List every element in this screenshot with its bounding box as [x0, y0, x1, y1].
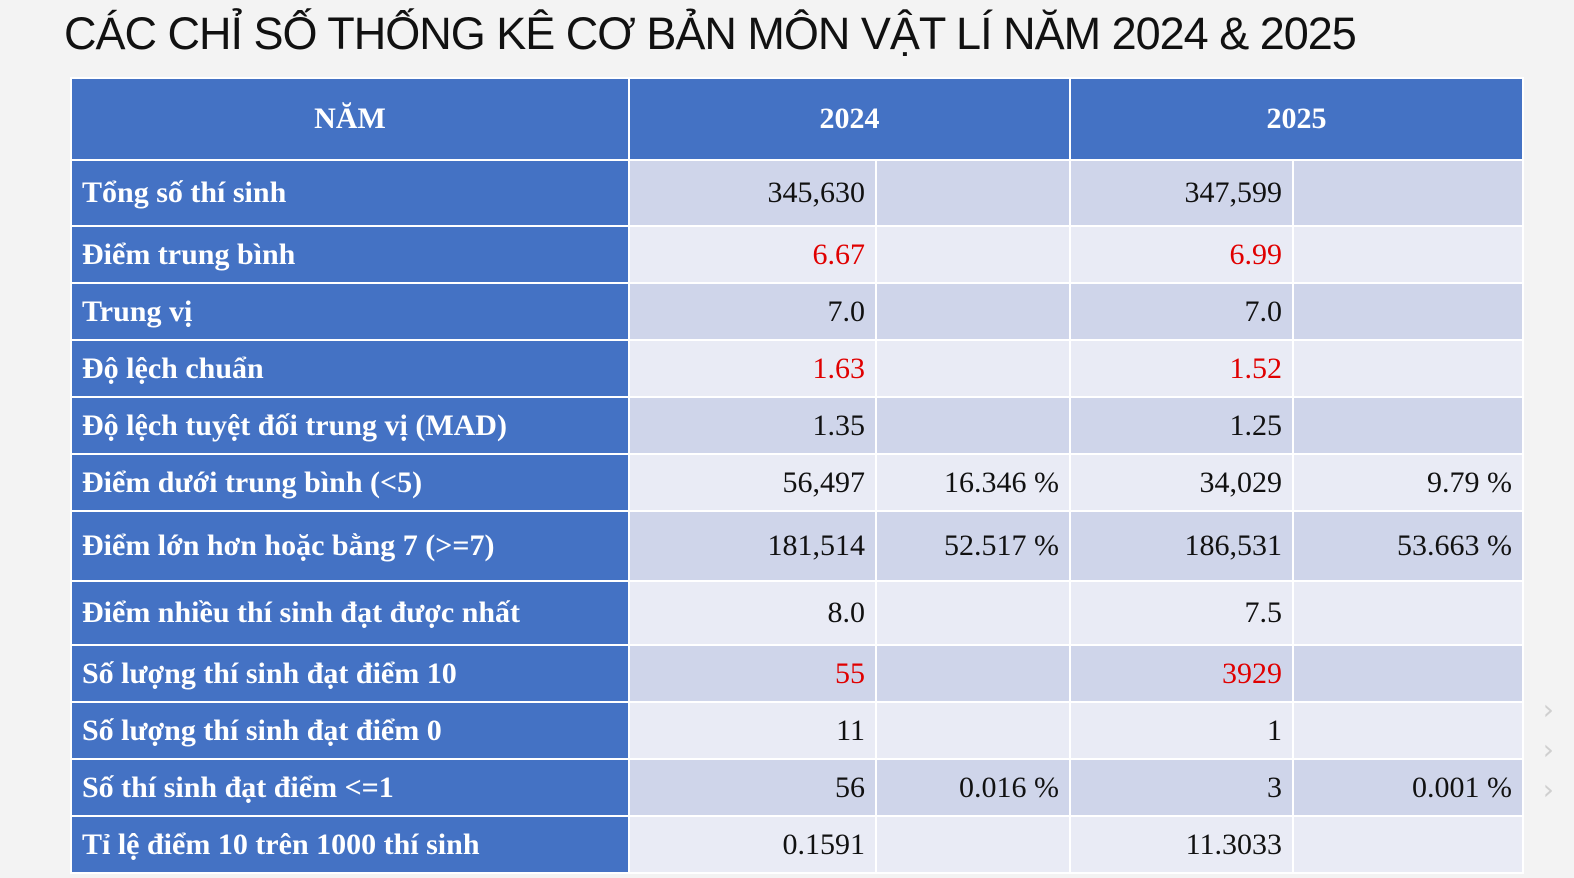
percent-2025 [1292, 580, 1524, 646]
percent-2024 [875, 159, 1071, 227]
percent-2025 [1292, 701, 1524, 760]
percent-2025 [1292, 815, 1524, 874]
percent-2024 [875, 282, 1071, 341]
table-row: Độ lệch tuyệt đối trung vị (MAD) 1.35 1.25 [70, 396, 1524, 455]
value-2024: 1.35 [628, 396, 877, 455]
value-2025: 3 [1069, 758, 1294, 817]
page-title: CÁC CHỈ SỐ THỐNG KÊ CƠ BẢN MÔN VẬT LÍ NĂ… [64, 8, 1357, 59]
percent-2025: 9.79 % [1292, 453, 1524, 512]
value-2024: 56,497 [628, 453, 877, 512]
value-2024: 345,630 [628, 159, 877, 227]
percent-2025 [1292, 339, 1524, 398]
percent-2025 [1292, 396, 1524, 455]
row-label: Độ lệch tuyệt đối trung vị (MAD) [70, 396, 630, 455]
row-label: Tỉ lệ điểm 10 trên 1000 thí sinh [70, 815, 630, 874]
percent-2024 [875, 225, 1071, 284]
table-row: Số lượng thí sinh đạt điểm 0 11 1 [70, 701, 1524, 760]
value-2025: 1.25 [1069, 396, 1294, 455]
percent-2024: 0.016 % [875, 758, 1071, 817]
percent-2024: 52.517 % [875, 510, 1071, 582]
decorative-chevrons: › › › [1542, 693, 1554, 806]
table-row: Điểm lớn hơn hoặc bằng 7 (>=7) 181,514 52.… [70, 510, 1524, 582]
percent-2024 [875, 396, 1071, 455]
percent-2025 [1292, 225, 1524, 284]
table-row: Độ lệch chuẩn 1.63 1.52 [70, 339, 1524, 398]
statistics-table: NĂM 2024 2025 Tổng số thí sinh 345,630 347… [70, 77, 1524, 874]
table-row: Số lượng thí sinh đạt điểm 10 55 3929 [70, 644, 1524, 703]
table-row: Số thí sinh đạt điểm <=1 56 0.016 % 3 0.001 … [70, 758, 1524, 817]
percent-2024 [875, 644, 1071, 703]
percent-2024 [875, 339, 1071, 398]
percent-2024 [875, 815, 1071, 874]
percent-2025 [1292, 644, 1524, 703]
row-label: Điểm dưới trung bình (<5) [70, 453, 630, 512]
row-label: Điểm trung bình [70, 225, 630, 284]
percent-2024 [875, 701, 1071, 760]
value-2024: 7.0 [628, 282, 877, 341]
value-2025: 1.52 [1069, 339, 1294, 398]
percent-2025: 0.001 % [1292, 758, 1524, 817]
value-2025: 6.99 [1069, 225, 1294, 284]
value-2024: 56 [628, 758, 877, 817]
header-year-label: NĂM [70, 77, 630, 161]
percent-2025 [1292, 159, 1524, 227]
value-2024: 1.63 [628, 339, 877, 398]
header-year-2025: 2025 [1069, 77, 1524, 161]
table-row: Tỉ lệ điểm 10 trên 1000 thí sinh 0.1591 11… [70, 815, 1524, 874]
value-2025: 3929 [1069, 644, 1294, 703]
row-label: Trung vị [70, 282, 630, 341]
value-2025: 1 [1069, 701, 1294, 760]
table-row: Điểm dưới trung bình (<5) 56,497 16.346 % 3… [70, 453, 1524, 512]
row-label: Độ lệch chuẩn [70, 339, 630, 398]
header-row: NĂM 2024 2025 [70, 77, 1524, 161]
value-2024: 55 [628, 644, 877, 703]
value-2024: 8.0 [628, 580, 877, 646]
percent-2025 [1292, 282, 1524, 341]
value-2025: 34,029 [1069, 453, 1294, 512]
value-2025: 347,599 [1069, 159, 1294, 227]
value-2025: 11.3033 [1069, 815, 1294, 874]
value-2024: 6.67 [628, 225, 877, 284]
row-label: Số lượng thí sinh đạt điểm 0 [70, 701, 630, 760]
row-label: Số lượng thí sinh đạt điểm 10 [70, 644, 630, 703]
table-row: Trung vị 7.0 7.0 [70, 282, 1524, 341]
value-2025: 7.0 [1069, 282, 1294, 341]
row-label: Số thí sinh đạt điểm <=1 [70, 758, 630, 817]
header-year-2024: 2024 [628, 77, 1071, 161]
value-2025: 186,531 [1069, 510, 1294, 582]
percent-2024 [875, 580, 1071, 646]
table-row: Điểm nhiều thí sinh đạt được nhất 8.0 7.5 [70, 580, 1524, 646]
table-row: Tổng số thí sinh 345,630 347,599 [70, 159, 1524, 227]
row-label: Điểm nhiều thí sinh đạt được nhất [70, 580, 630, 646]
table-row: Điểm trung bình 6.67 6.99 [70, 225, 1524, 284]
row-label: Điểm lớn hơn hoặc bằng 7 (>=7) [70, 510, 630, 582]
value-2024: 11 [628, 701, 877, 760]
value-2025: 7.5 [1069, 580, 1294, 646]
value-2024: 181,514 [628, 510, 877, 582]
percent-2024: 16.346 % [875, 453, 1071, 512]
percent-2025: 53.663 % [1292, 510, 1524, 582]
value-2024: 0.1591 [628, 815, 877, 874]
row-label: Tổng số thí sinh [70, 159, 630, 227]
